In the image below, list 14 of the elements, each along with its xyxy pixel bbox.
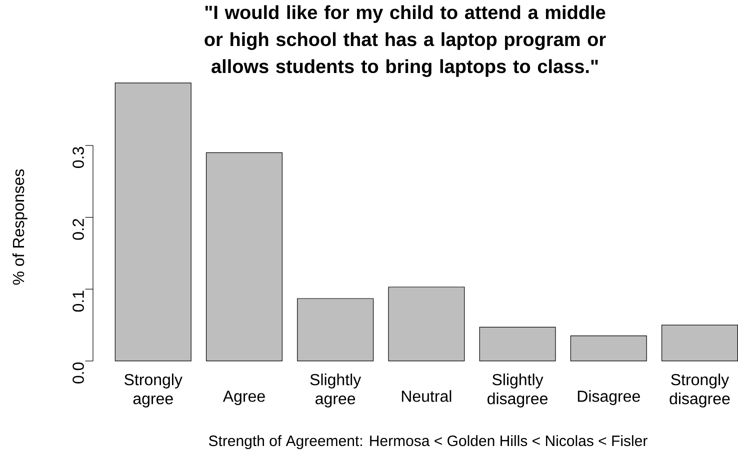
y-tick-label: 0.1 xyxy=(72,290,84,312)
x-tick-label: Slightly disagree xyxy=(488,374,548,408)
x-tick-label: Neutral xyxy=(402,390,452,402)
x-tick-label: Agree xyxy=(222,390,265,406)
x-tick-label: Slightly agree xyxy=(310,374,362,408)
chart-title: "I would like for my child to attend a middle or high school that has a laptop program or allows students to bring laptops to class." xyxy=(204,5,606,77)
x-axis-title: Strength of Agreement: Hermosa < Golden Hills < Nicolas < Fisler xyxy=(208,435,648,450)
x-tick-label: Strongly disagree xyxy=(670,374,730,408)
x-tick-label: Disagree xyxy=(578,390,640,406)
y-tick-label: 0.0 xyxy=(72,362,84,384)
y-tick-label: 0.2 xyxy=(72,219,84,240)
y-tick-label: 0.3 xyxy=(72,147,84,168)
x-tick-label: Strongly agree xyxy=(124,374,182,408)
y-axis-title: % of Responses xyxy=(12,169,28,285)
